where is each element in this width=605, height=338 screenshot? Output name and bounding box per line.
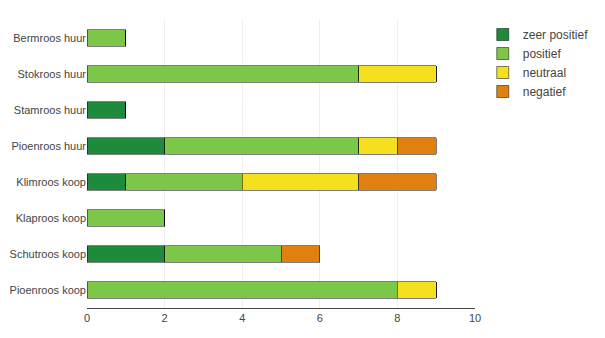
svg-text:neutraal: neutraal [523,66,566,80]
svg-text:8: 8 [394,312,400,324]
svg-text:negatief: negatief [523,85,566,99]
svg-text:2: 2 [162,312,168,324]
svg-text:zeer positief: zeer positief [523,28,588,42]
svg-text:Pioenroos huur: Pioenroos huur [11,140,86,152]
svg-text:4: 4 [239,312,245,324]
svg-text:10: 10 [469,312,481,324]
svg-text:6: 6 [317,312,323,324]
svg-text:0: 0 [84,312,90,324]
svg-text:Schutroos koop: Schutroos koop [10,248,86,260]
svg-text:positief: positief [523,47,562,61]
svg-text:Bermroos huur: Bermroos huur [13,32,86,44]
svg-text:Klaproos koop: Klaproos koop [16,212,86,224]
svg-text:Klimroos koop: Klimroos koop [16,176,86,188]
svg-text:Pioenroos koop: Pioenroos koop [10,284,86,296]
svg-text:Stokroos huur: Stokroos huur [18,68,87,80]
svg-text:Stamroos huur: Stamroos huur [14,104,86,116]
